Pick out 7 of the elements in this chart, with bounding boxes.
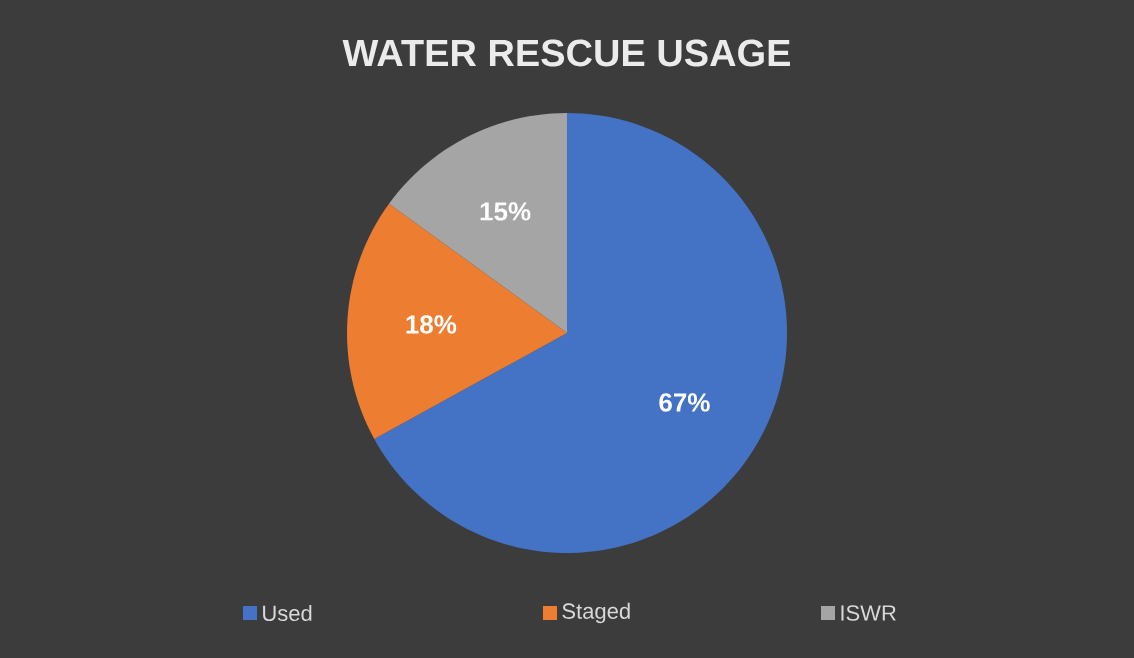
chart-title: WATER RESCUE USAGE bbox=[342, 39, 790, 67]
data-label: 18% bbox=[406, 315, 457, 334]
data-label: 67% bbox=[659, 393, 710, 412]
legend-label: Used bbox=[263, 604, 312, 622]
data-label: 15% bbox=[480, 202, 531, 221]
legend-label: Staged bbox=[562, 602, 630, 624]
legend-label: ISWR bbox=[841, 605, 896, 621]
